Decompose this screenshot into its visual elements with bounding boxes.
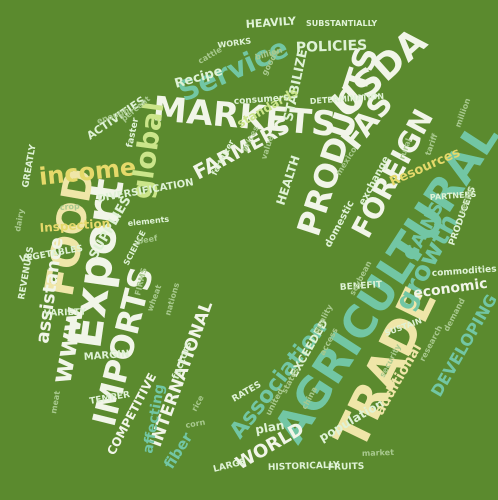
word-greatly: GREATLY: [21, 143, 39, 188]
word-beef: beef: [137, 234, 159, 246]
word-partners: PARTNERS: [430, 190, 477, 202]
word-market: market: [362, 448, 395, 458]
word-commodities: commodities: [432, 264, 497, 278]
word-corn: corn: [185, 418, 206, 430]
word-inspection: Inspection: [39, 216, 110, 235]
word-benefit: BENEFIT: [340, 280, 384, 293]
word-substantially: SUBSTANTIALLY: [306, 19, 377, 28]
word-plan: plan: [254, 418, 285, 437]
word-margin: MARGIN: [83, 349, 129, 363]
word-historically: HISTORICALLY: [268, 460, 340, 473]
word-dairy: dairy: [13, 207, 26, 232]
word-fruits: FRUITS: [328, 462, 365, 473]
word-rice: rice: [190, 393, 206, 413]
word-consumers: consumers: [234, 93, 290, 107]
word-nations: nations: [163, 282, 181, 317]
word-heavily: HEAVILY: [245, 14, 297, 31]
word-elements: elements: [127, 215, 170, 228]
word-variety: VARIETY: [44, 308, 87, 319]
word-meat: meat: [49, 390, 62, 414]
word-policies: POLICIES: [296, 38, 368, 56]
word-crop: crop: [60, 202, 81, 212]
